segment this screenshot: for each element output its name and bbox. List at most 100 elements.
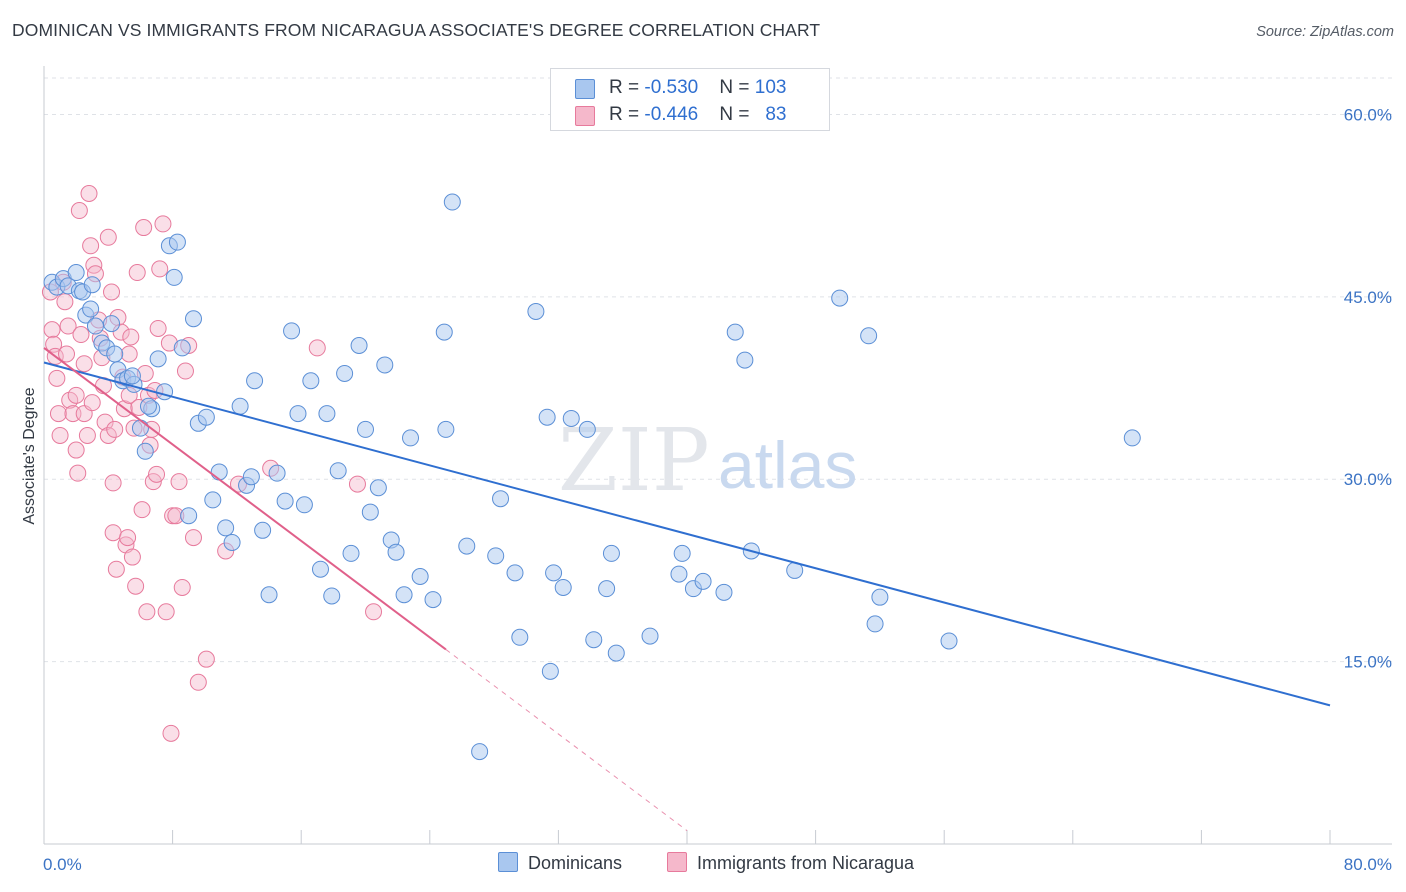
nicaragua-point [67, 386, 85, 404]
dominican-point [424, 591, 442, 609]
dominican-point [527, 302, 545, 320]
dominican-point [670, 565, 688, 583]
dominican-point [254, 521, 272, 539]
nicaragua-point [122, 328, 140, 346]
nicaragua-point [49, 405, 67, 423]
nicaragua-point [148, 465, 166, 483]
dominican-point [361, 503, 379, 521]
dominican-point [357, 420, 374, 438]
nicaragua-point [348, 475, 366, 493]
nicaragua-point [96, 413, 114, 431]
dominican-point [289, 405, 307, 423]
nicaragua-point [149, 319, 167, 337]
nicaragua-point [78, 426, 96, 444]
dominican-point [184, 310, 202, 328]
nicaragua-point [58, 345, 76, 363]
legend-label: Dominicans [528, 853, 623, 873]
nicaragua-point [75, 355, 93, 373]
dominican-point [402, 429, 420, 447]
bottom-legend-nicaragua: Immigrants from Nicaragua [667, 852, 914, 874]
dominican-point [165, 268, 183, 286]
y-tick-label: 45.0% [1344, 288, 1392, 307]
nicaragua-point [308, 339, 326, 357]
dominican-point [318, 405, 336, 423]
nicaragua-point [80, 185, 98, 203]
dominican-point [156, 383, 174, 401]
nicaragua-point [59, 317, 77, 335]
dominican-point [715, 583, 733, 601]
dominican-point [67, 264, 85, 282]
dominican-point [411, 568, 429, 586]
dominican-point [136, 442, 154, 460]
nicaragua-point [99, 426, 117, 444]
dominican-point [585, 631, 603, 649]
nicaragua-point [67, 441, 85, 459]
nicaragua-point [48, 369, 66, 387]
dominican-point [103, 315, 121, 333]
nicaragua-point [170, 473, 188, 491]
dominican-point [598, 580, 616, 598]
dominican-point [329, 462, 347, 480]
dominican-point [276, 492, 294, 510]
nicaragua-point [51, 426, 69, 444]
y-axis-label: Associate's Degree [21, 387, 38, 524]
y-tick-label: 60.0% [1344, 105, 1392, 124]
nicaragua-point [162, 724, 180, 742]
dominican-point [860, 327, 878, 345]
dominican-point [511, 628, 529, 646]
dominican-point [538, 408, 556, 426]
nicaragua-point [176, 362, 194, 380]
stats-legend: R = -0.530 N = 103 R = -0.446 N = 83 [550, 68, 830, 131]
dominican-point [562, 409, 580, 427]
y-tick-label: 30.0% [1344, 470, 1392, 489]
dominican-point [736, 351, 754, 369]
dominican-point [168, 233, 186, 251]
n-value: 83 [765, 104, 787, 125]
dominican-point [311, 560, 329, 578]
nicaragua-point [127, 577, 145, 595]
dominican-point [139, 397, 157, 415]
dominican-point [395, 586, 413, 604]
nicaragua-point [106, 420, 124, 438]
nicaragua-point [104, 474, 122, 492]
nicaragua-point [173, 578, 191, 596]
dominican-point [123, 367, 141, 385]
dominican-point [231, 397, 249, 415]
nicaragua-point [70, 202, 88, 220]
nicaragua-point [128, 264, 146, 282]
dominican-point [435, 323, 453, 341]
n-label: N = [719, 77, 755, 98]
chart-title: DOMINICAN VS IMMIGRANTS FROM NICARAGUA A… [12, 20, 821, 40]
dominican-point [302, 372, 320, 390]
dominican-point [437, 420, 455, 438]
nicaragua-point [72, 326, 90, 344]
nicaragua-point [83, 394, 101, 412]
nicaragua-point [85, 256, 103, 274]
dominican-point [726, 323, 744, 341]
dominican-point [197, 408, 215, 426]
legend-swatch-blue [498, 852, 518, 872]
nicaragua-point [99, 228, 117, 246]
dominican-point [173, 339, 191, 357]
dominican-points [43, 193, 1141, 761]
dominican-point [350, 336, 368, 354]
dominican-point [387, 543, 405, 561]
nicaragua-point [69, 464, 87, 482]
dominican-point [246, 372, 264, 390]
nicaragua-point [120, 345, 138, 363]
dominican-point [554, 578, 572, 596]
n-value: 103 [754, 77, 787, 98]
legend-swatch-pink [575, 106, 595, 126]
nicaragua-point [119, 529, 137, 547]
dominican-point [673, 544, 691, 562]
nicaragua-point [154, 215, 172, 233]
dominican-point [578, 420, 596, 438]
dominican-point [866, 615, 884, 633]
dominican-point [506, 564, 524, 582]
dominican-point [336, 364, 354, 382]
nicaragua-point [123, 548, 141, 566]
dominican-point [871, 588, 889, 606]
nicaragua-trendline [43, 347, 447, 651]
nicaragua-point [45, 335, 63, 353]
